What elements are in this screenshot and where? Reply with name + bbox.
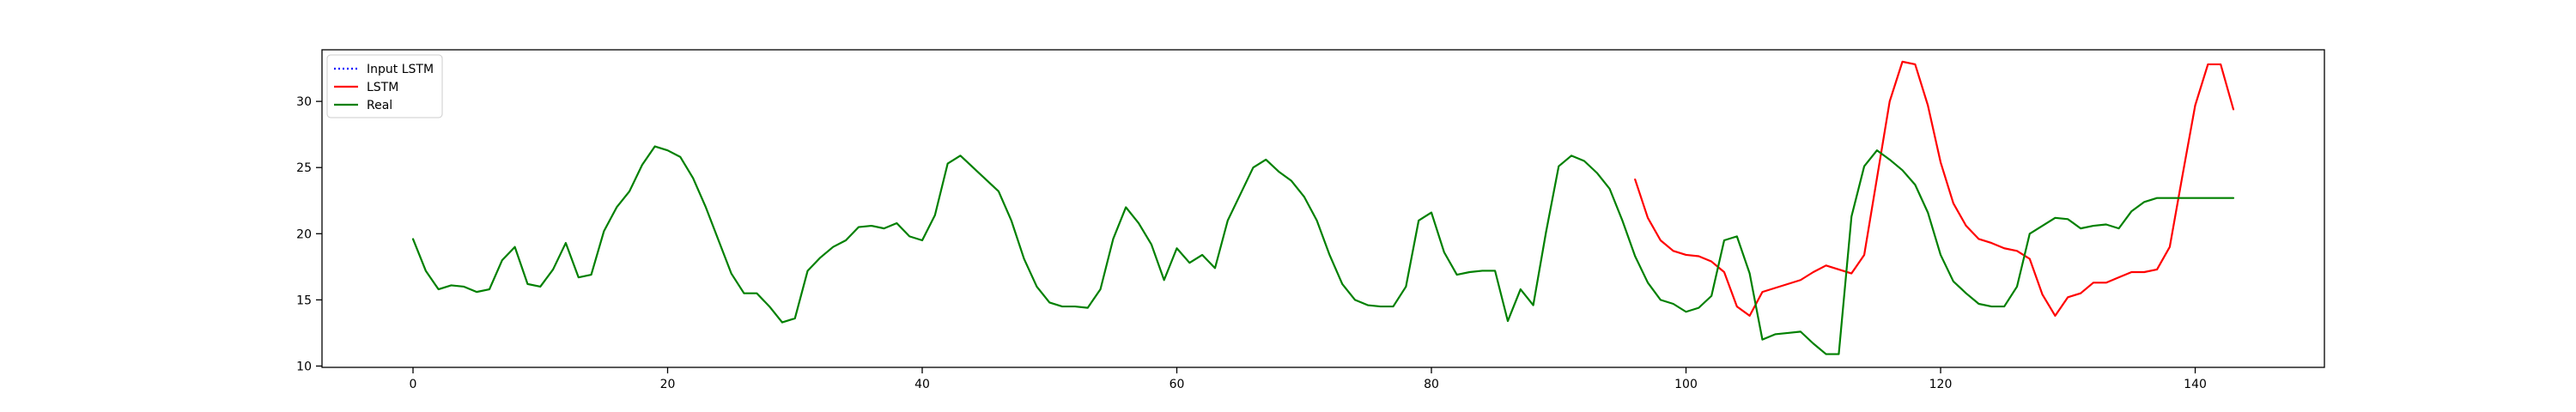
x-tick-label: 80 — [1424, 378, 1439, 391]
x-tick-label: 140 — [2184, 378, 2207, 391]
x-tick-label: 0 — [410, 378, 417, 391]
series-line-lstm — [1634, 60, 2235, 317]
y-tick-label: 30 — [296, 95, 312, 109]
y-tick-label: 25 — [296, 161, 312, 175]
series-line-real — [411, 145, 2235, 355]
legend-label: Input LSTM — [367, 63, 434, 76]
axes-frame — [321, 49, 2325, 368]
legend-box — [326, 54, 443, 118]
legend-label: Real — [367, 99, 392, 112]
legend: Input LSTM LSTM Real — [326, 54, 443, 118]
x-tick-label: 20 — [660, 378, 676, 391]
axes: 0 20 40 60 80 100 120 140 10 15 20 25 30 — [296, 49, 2325, 391]
x-tick-label: 60 — [1170, 378, 1185, 391]
x-tick-label: 40 — [914, 378, 930, 391]
y-tick-label: 20 — [296, 227, 312, 241]
y-tick-label: 15 — [296, 294, 312, 307]
plot-area — [411, 60, 2235, 355]
x-tick-label: 100 — [1674, 378, 1698, 391]
legend-label: LSTM — [367, 81, 398, 94]
y-tick-label: 10 — [296, 360, 312, 373]
x-tick-label: 120 — [1929, 378, 1953, 391]
